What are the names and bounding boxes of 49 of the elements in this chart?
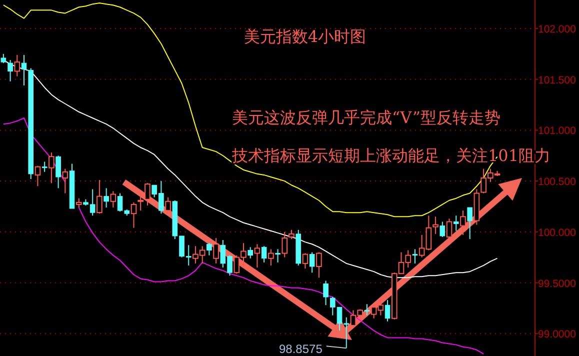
y-tick-label: 100.000 (538, 226, 576, 239)
candlestick (248, 246, 254, 259)
candlestick (467, 206, 472, 240)
candlestick (0, 53, 6, 64)
y-tick-label: 101.500 (538, 74, 576, 86)
candlestick (48, 152, 54, 184)
annotation: 美元这波反弹几乎完成“V”型反转走势 (232, 108, 500, 127)
y-tick-label: 99.5000 (538, 278, 576, 290)
candlestick (130, 202, 137, 228)
candlestick (288, 229, 294, 240)
candlestick (8, 60, 13, 82)
candlestick (144, 182, 150, 206)
candlestick (275, 248, 280, 263)
candlestick (34, 165, 41, 187)
candlestick (110, 190, 116, 208)
candlestick (316, 252, 322, 278)
candlestick (62, 168, 68, 194)
candlestick (446, 218, 452, 240)
candlestick (309, 252, 315, 274)
candlestick (254, 244, 260, 268)
y-tick-label: 101.000 (538, 125, 576, 138)
candlestick (268, 248, 274, 266)
candlestick (213, 238, 219, 264)
candlestick (96, 180, 102, 214)
candlestick (261, 246, 267, 263)
candlestick (364, 304, 370, 316)
candlestick (302, 252, 308, 270)
candlestick (138, 192, 144, 212)
text: 美元指数4小时图 (244, 27, 366, 46)
candlestick (282, 231, 288, 258)
candlestick (323, 280, 328, 306)
y-tick-label: 99.0000 (538, 328, 576, 341)
annotation: 98.8575 (278, 342, 323, 356)
candlestick (440, 221, 446, 238)
y-tick-label: 100.500 (538, 176, 576, 188)
candlestick (76, 198, 82, 208)
candlestick (165, 196, 171, 214)
candlestick (21, 54, 27, 86)
candlestick (206, 242, 212, 256)
candlestick (432, 216, 438, 234)
candlestick (56, 155, 61, 189)
candlestick (384, 300, 390, 322)
y-tick-label: 102.000 (538, 23, 576, 36)
candlestick (14, 54, 20, 77)
candlestick (104, 188, 109, 208)
candlestick (42, 161, 48, 172)
candlestick (453, 215, 459, 232)
candlestick (412, 248, 418, 264)
candlestick (460, 210, 466, 236)
